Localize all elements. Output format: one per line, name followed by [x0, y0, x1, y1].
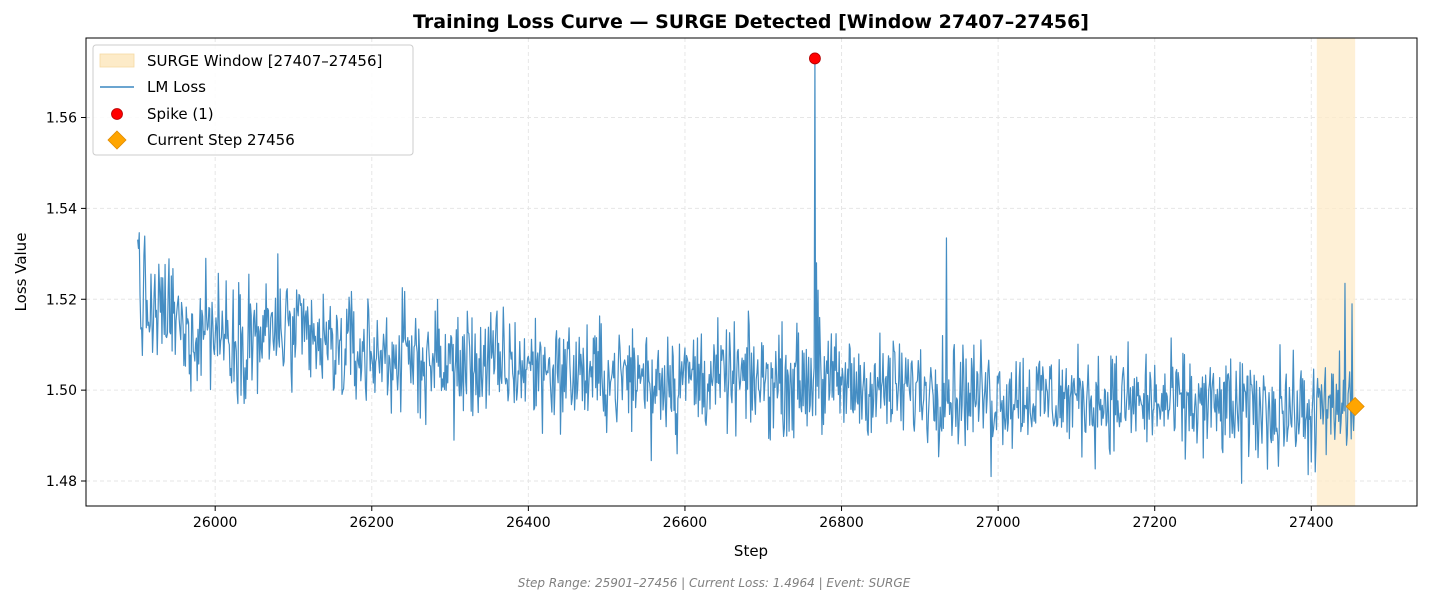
surge-window-band [1316, 38, 1356, 506]
loss-line [137, 57, 1356, 484]
y-tick-label: 1.54 [46, 201, 77, 217]
plot-frame [85, 37, 1418, 507]
legend-surge-swatch [99, 53, 135, 68]
series-layer [137, 52, 1365, 484]
axis-ticks: 26000 26200 26400 26600 26800 27000 27200 27400… [46, 111, 1334, 531]
x-tick-label: 26800 [819, 515, 864, 531]
legend: SURGE Window [27407–27456] LM Loss Spike… [92, 44, 414, 156]
x-axis-label: Step [734, 542, 768, 560]
legend-current-marker [107, 130, 127, 150]
footer-note: Step Range: 25901–27456 | Current Loss: … [518, 576, 911, 590]
legend-loss-label: LM Loss [147, 78, 206, 96]
x-tick-label: 26200 [350, 515, 395, 531]
x-tick-label: 27400 [1289, 515, 1334, 531]
legend-box [92, 44, 414, 156]
legend-spike-marker [111, 108, 123, 120]
x-tick-label: 26000 [193, 515, 238, 531]
chart-title: Training Loss Curve — SURGE Detected [Wi… [413, 11, 1089, 33]
legend-current-label: Current Step 27456 [147, 131, 295, 149]
y-tick-label: 1.50 [46, 383, 77, 399]
legend-surge-label: SURGE Window [27407–27456] [147, 52, 382, 70]
x-tick-label: 27000 [976, 515, 1021, 531]
y-tick-label: 1.48 [46, 474, 77, 490]
spike-marker [809, 52, 821, 65]
y-tick-label: 1.56 [46, 111, 77, 127]
legend-spike-label: Spike (1) [147, 105, 214, 123]
x-tick-label: 27200 [1132, 515, 1177, 531]
y-axis-label: Loss Value [12, 233, 30, 312]
grid [86, 38, 1417, 506]
x-tick-label: 26400 [506, 515, 551, 531]
x-tick-label: 26600 [663, 515, 708, 531]
current-step-marker [1345, 396, 1365, 417]
y-tick-label: 1.52 [46, 292, 77, 308]
